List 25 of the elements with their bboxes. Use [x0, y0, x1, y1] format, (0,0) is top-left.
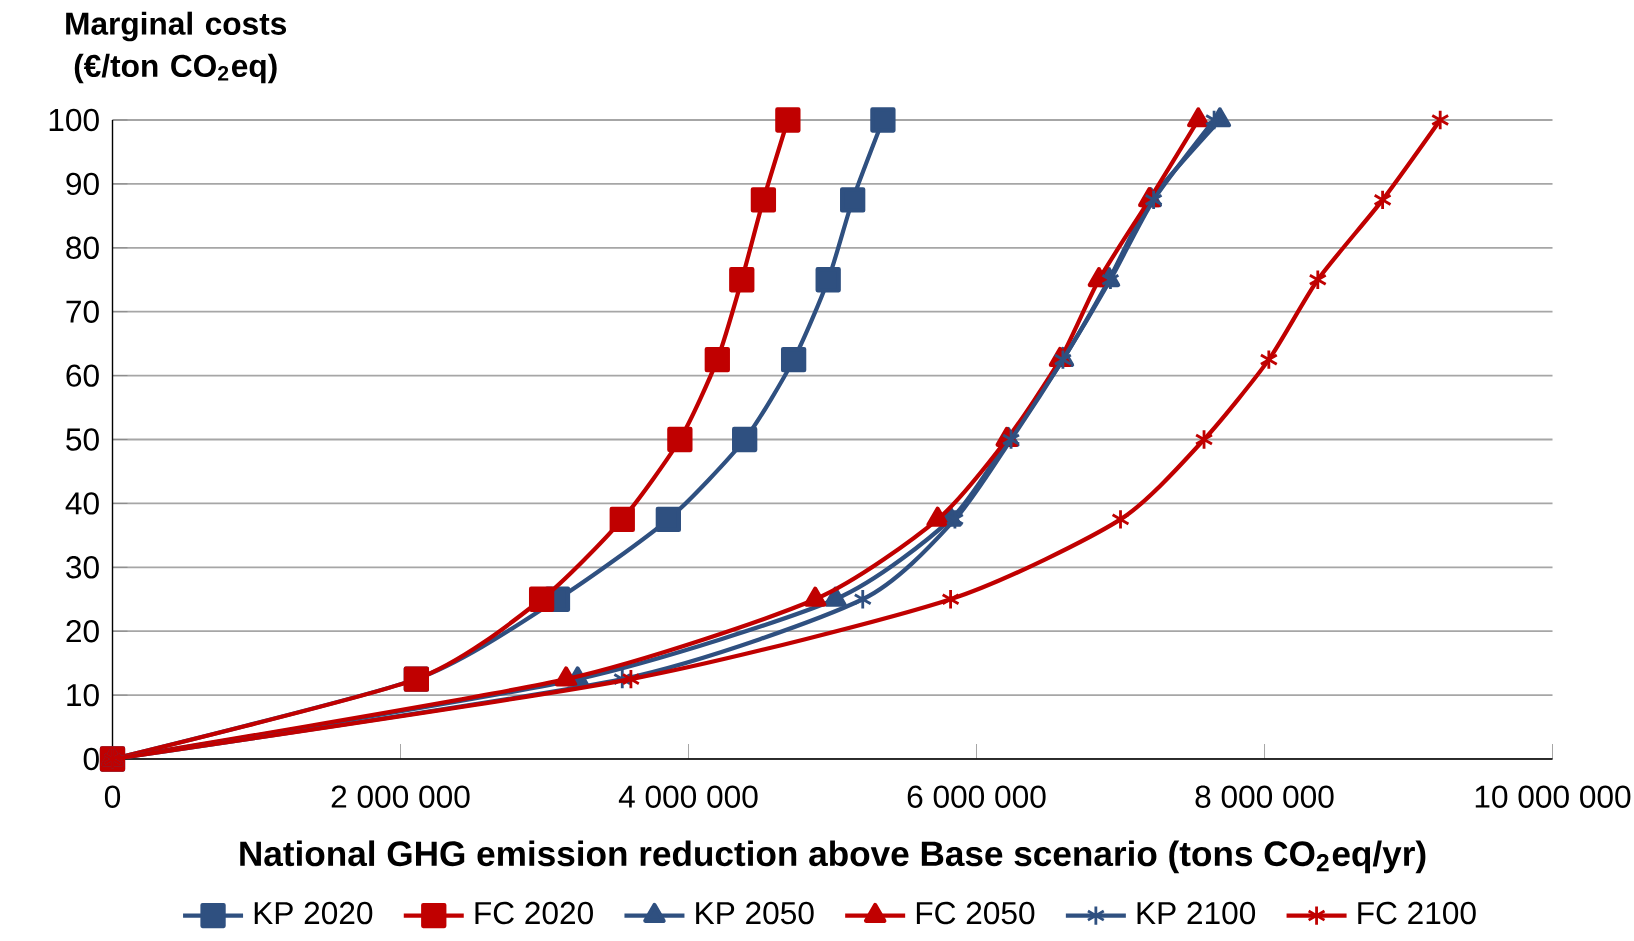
legend-label: FC 2020	[475, 901, 593, 925]
x-axis-title: National GHG emission reduction above Base scenario (tons CO$_{2}$eq/yr)	[240, 840, 1426, 874]
y-tick-label: 40	[65, 492, 99, 515]
legend-label: FC 2100	[1358, 901, 1476, 925]
y-tick-label: 50	[66, 428, 99, 451]
y-tick-label: 90	[66, 172, 99, 196]
legend-label: KP 2020	[254, 901, 373, 925]
y-tick-label: 100	[49, 108, 99, 132]
y-tick-label: 30	[66, 556, 99, 579]
x-tick-label: 2 000 000	[331, 785, 470, 808]
y-tick-label: 80	[66, 236, 99, 260]
y-tick-label: 60	[66, 364, 99, 387]
y-tick-label: 10	[67, 683, 99, 707]
y-tick-label: 0	[83, 747, 99, 771]
y-tick-label: 70	[66, 300, 99, 323]
x-tick-label: 8 000 000	[1195, 785, 1334, 808]
y-axis-title: Marginal costs (€/ton CO$_{2}$eq)	[66, 11, 287, 84]
legend-label: FC 2050	[916, 901, 1035, 925]
legend-label: KP 2100	[1137, 901, 1256, 925]
x-tick-label: 6 000 000	[907, 785, 1046, 808]
x-tick-label: 0	[104, 785, 121, 808]
x-tick-label: 10 000 000	[1475, 785, 1631, 808]
legend-label: KP 2050	[696, 901, 814, 925]
x-tick-label: 4 000 000	[618, 785, 758, 808]
y-tick-label: 20	[66, 619, 99, 643]
